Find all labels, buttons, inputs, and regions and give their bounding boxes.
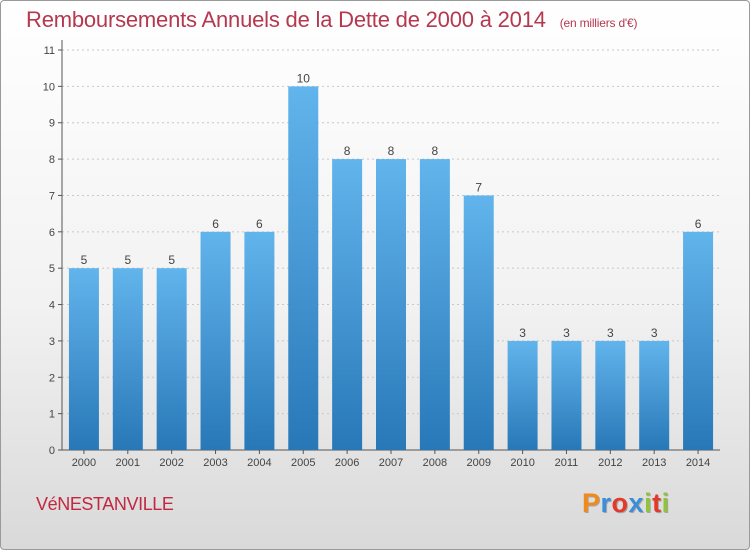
data-labels: 5 5 5 6 6 10 8 8 8 7 3 3 3 3 6 (81, 71, 702, 340)
y-tick-label: 0 (49, 445, 55, 457)
data-label: 3 (607, 326, 614, 340)
data-label: 6 (256, 217, 263, 231)
y-tick-label: 4 (49, 300, 55, 312)
bar (112, 268, 143, 450)
x-tick-label: 2011 (555, 457, 579, 469)
logo-letter: i (661, 488, 670, 518)
y-tick-label: 9 (49, 118, 55, 130)
logo-letter: t (652, 488, 662, 518)
data-label: 3 (519, 326, 526, 340)
y-tick-label: 5 (49, 263, 55, 275)
data-label: 5 (81, 253, 88, 267)
logo-letter: P (582, 488, 601, 518)
x-tick-label: 2004 (247, 457, 271, 469)
data-label: 10 (297, 71, 311, 85)
bar (507, 340, 538, 450)
y-tick-label: 10 (43, 81, 55, 93)
y-tick-label: 6 (49, 227, 55, 239)
y-tick-label: 8 (49, 154, 55, 166)
data-label: 5 (168, 253, 175, 267)
data-label: 3 (651, 326, 658, 340)
x-tick-label: 2007 (379, 457, 403, 469)
data-label: 7 (475, 180, 482, 194)
x-tick-label: 2003 (203, 457, 227, 469)
x-tick-label: 2010 (510, 457, 534, 469)
logo-letter: o (611, 488, 629, 518)
chart-title: Remboursements Annuels de la Dette de 20… (26, 7, 637, 33)
data-label: 8 (432, 144, 439, 158)
proxiti-logo[interactable]: Proxiti (582, 488, 670, 519)
bar (244, 231, 275, 450)
data-label: 6 (212, 217, 219, 231)
data-label: 8 (344, 144, 351, 158)
x-tick-label: 2012 (598, 457, 622, 469)
axes: 0 1 2 3 4 5 6 7 8 9 10 11 2000 2001 2002 2003 2004 2005 20… (43, 40, 720, 469)
data-label: 5 (124, 253, 131, 267)
bar (683, 231, 714, 450)
logo-letter: r (600, 488, 612, 518)
x-tick-label: 2013 (642, 457, 666, 469)
bar (419, 159, 450, 450)
bar (288, 86, 319, 450)
y-tick-label: 3 (49, 336, 55, 348)
commune-name: VéNESTANVILLE (36, 494, 174, 514)
bars (68, 86, 714, 450)
x-tick-label: 2000 (72, 457, 96, 469)
bar (332, 159, 363, 450)
y-tick-label: 1 (49, 409, 55, 421)
bar (639, 340, 670, 450)
y-tick-label: 2 (49, 372, 55, 384)
bar (595, 340, 626, 450)
x-tick-label: 2002 (159, 457, 183, 469)
bar (463, 195, 494, 450)
x-tick-label: 2006 (335, 457, 359, 469)
x-tick-label: 2001 (116, 457, 140, 469)
x-tick-label: 2005 (291, 457, 315, 469)
x-tick-label: 2009 (466, 457, 490, 469)
y-tick-label: 7 (49, 190, 55, 202)
bar (156, 268, 187, 450)
logo-letter: i (644, 488, 653, 518)
y-tick-label: 11 (44, 45, 55, 57)
chart-subtitle: (en milliers d'€) (559, 16, 638, 30)
x-tick-label: 2008 (423, 457, 447, 469)
bar (376, 159, 406, 450)
bar (200, 231, 231, 450)
data-label: 6 (695, 217, 702, 231)
chart-title-text: Remboursements Annuels de la Dette de 20… (26, 7, 546, 32)
data-label: 8 (388, 144, 395, 158)
bar (551, 340, 582, 450)
logo-letter: x (628, 488, 645, 518)
x-tick-label: 2014 (686, 457, 710, 469)
data-label: 3 (563, 326, 570, 340)
bar (68, 268, 99, 450)
